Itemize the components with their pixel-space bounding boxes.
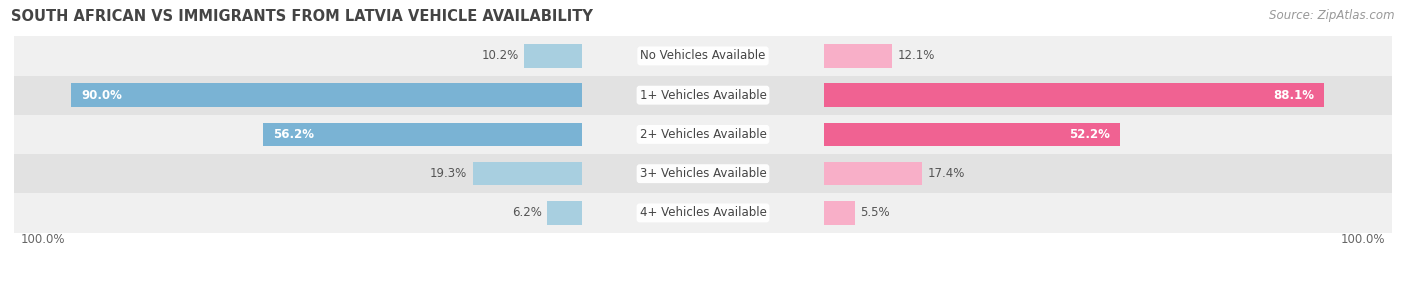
Text: 90.0%: 90.0% — [82, 89, 122, 102]
Bar — [472, 162, 582, 185]
Bar — [547, 201, 582, 225]
Text: 19.3%: 19.3% — [430, 167, 467, 180]
Text: 10.2%: 10.2% — [482, 49, 519, 62]
Text: 3+ Vehicles Available: 3+ Vehicles Available — [640, 167, 766, 180]
Bar — [14, 36, 1392, 76]
Bar — [524, 44, 582, 68]
Text: SOUTH AFRICAN VS IMMIGRANTS FROM LATVIA VEHICLE AVAILABILITY: SOUTH AFRICAN VS IMMIGRANTS FROM LATVIA … — [11, 9, 593, 23]
Bar — [824, 123, 1121, 146]
Bar — [824, 162, 922, 185]
Text: 88.1%: 88.1% — [1272, 89, 1315, 102]
Text: 2+ Vehicles Available: 2+ Vehicles Available — [640, 128, 766, 141]
Text: 56.2%: 56.2% — [273, 128, 315, 141]
Text: 5.5%: 5.5% — [860, 206, 890, 219]
Text: 17.4%: 17.4% — [928, 167, 966, 180]
Bar — [263, 123, 582, 146]
Bar — [70, 84, 582, 107]
Text: 100.0%: 100.0% — [21, 233, 66, 246]
Bar — [14, 154, 1392, 193]
Text: 4+ Vehicles Available: 4+ Vehicles Available — [640, 206, 766, 219]
Bar — [14, 115, 1392, 154]
Text: 6.2%: 6.2% — [512, 206, 541, 219]
Bar — [824, 44, 893, 68]
Bar — [14, 193, 1392, 233]
Text: Source: ZipAtlas.com: Source: ZipAtlas.com — [1270, 9, 1395, 21]
Bar — [824, 201, 855, 225]
Bar — [14, 76, 1392, 115]
Text: No Vehicles Available: No Vehicles Available — [640, 49, 766, 62]
Bar — [824, 84, 1324, 107]
Text: 12.1%: 12.1% — [898, 49, 935, 62]
Text: 52.2%: 52.2% — [1069, 128, 1109, 141]
Text: 100.0%: 100.0% — [1340, 233, 1385, 246]
Text: 1+ Vehicles Available: 1+ Vehicles Available — [640, 89, 766, 102]
